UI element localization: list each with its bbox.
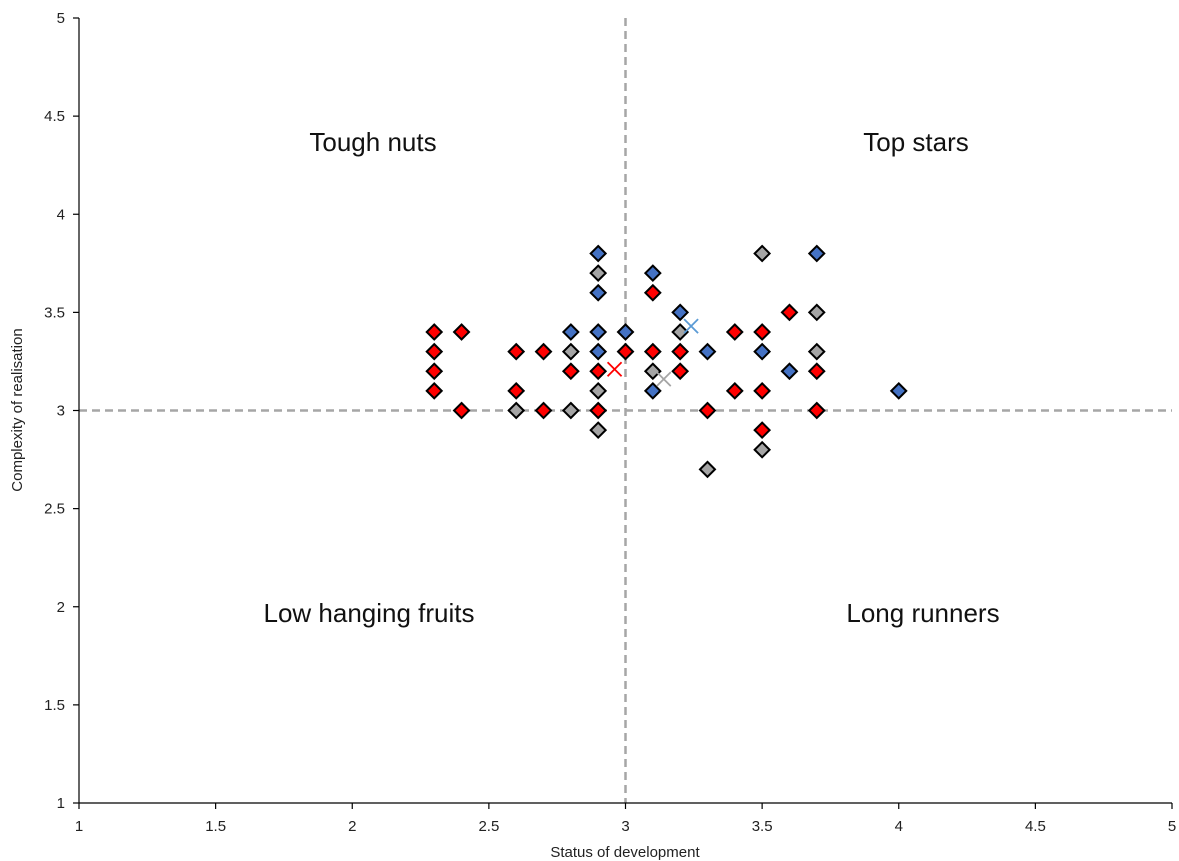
data-point xyxy=(671,323,690,341)
data-point xyxy=(643,362,662,381)
data-point xyxy=(589,401,608,420)
y-tick-label: 4 xyxy=(57,206,65,223)
data-point xyxy=(452,323,471,341)
y-tick-label: 3 xyxy=(57,403,65,420)
data-point xyxy=(561,362,580,381)
data-point xyxy=(589,342,608,361)
x-tick-label: 1.5 xyxy=(205,818,226,835)
data-point xyxy=(452,401,471,420)
x-tick-label: 3.5 xyxy=(752,818,773,835)
quadrant-label-long-runners: Long runners xyxy=(846,598,999,628)
data-point xyxy=(889,381,908,400)
y-tick-label: 3.5 xyxy=(44,304,65,321)
y-tick-label: 4.5 xyxy=(44,108,65,125)
ticks: 1 1.5 2 2.5 3 3.5 4 4.5 5 1 1.5 2 2.5 3 3.5 4 4.5 5 xyxy=(44,10,1176,835)
data-point xyxy=(561,342,580,361)
y-tick-label: 1 xyxy=(57,795,65,812)
data-point xyxy=(643,381,662,400)
data-point xyxy=(589,244,608,263)
data-point xyxy=(725,323,744,341)
data-point xyxy=(589,381,608,400)
data-point xyxy=(643,264,662,283)
data-point xyxy=(753,421,772,440)
data-point xyxy=(561,401,580,420)
quadrant-label-tough-nuts: Tough nuts xyxy=(309,127,436,157)
data-point xyxy=(589,323,608,341)
data-point xyxy=(753,440,772,459)
data-point xyxy=(807,244,826,263)
x-tick-label: 4.5 xyxy=(1025,818,1046,835)
data-point xyxy=(507,381,526,400)
data-point xyxy=(671,362,690,381)
quadrant-label-top-stars: Top stars xyxy=(863,127,969,157)
x-tick-label: 1 xyxy=(75,818,83,835)
data-point xyxy=(616,342,635,361)
data-point xyxy=(807,362,826,381)
data-point xyxy=(780,303,799,322)
data-point xyxy=(671,342,690,361)
data-point xyxy=(643,342,662,361)
data-point xyxy=(425,362,444,381)
mean-marker xyxy=(683,318,699,334)
x-tick-label: 2.5 xyxy=(478,818,499,835)
data-point xyxy=(589,421,608,440)
data-point xyxy=(807,401,826,420)
data-point xyxy=(589,264,608,283)
data-point xyxy=(534,401,553,420)
data-point xyxy=(534,342,553,361)
data-point xyxy=(589,362,608,381)
data-point xyxy=(807,342,826,361)
data-point xyxy=(753,342,772,361)
data-point xyxy=(698,401,717,420)
x-tick-label: 5 xyxy=(1168,818,1176,835)
data-point xyxy=(753,244,772,263)
data-point xyxy=(561,323,580,341)
reference-lines xyxy=(79,18,1172,803)
quadrant-label-low-hanging-fruits: Low hanging fruits xyxy=(263,598,474,628)
data-point xyxy=(425,342,444,361)
data-points xyxy=(425,244,908,479)
x-tick-label: 3 xyxy=(621,818,629,835)
mean-marker xyxy=(606,361,623,377)
mean-marker xyxy=(656,371,672,387)
data-point xyxy=(425,381,444,400)
y-tick-label: 2 xyxy=(57,599,65,616)
data-point xyxy=(425,323,444,341)
y-tick-label: 2.5 xyxy=(44,501,65,518)
data-point xyxy=(807,303,826,322)
data-point xyxy=(507,401,526,420)
data-point xyxy=(589,283,608,302)
y-axis-title: Complexity of realisation xyxy=(9,328,26,491)
data-point xyxy=(698,460,717,479)
x-tick-label: 4 xyxy=(895,818,903,835)
data-point xyxy=(753,381,772,400)
x-tick-label: 2 xyxy=(348,818,356,835)
data-point xyxy=(507,342,526,361)
data-point xyxy=(780,362,799,381)
y-tick-label: 1.5 xyxy=(44,697,65,714)
mean-markers xyxy=(606,318,699,387)
data-point xyxy=(753,323,772,341)
data-point xyxy=(725,381,744,400)
data-point xyxy=(671,303,690,322)
data-point xyxy=(616,323,635,341)
y-tick-label: 5 xyxy=(57,10,65,27)
x-axis-title: Status of development xyxy=(550,844,700,861)
data-point xyxy=(698,342,717,361)
data-point xyxy=(643,283,662,302)
